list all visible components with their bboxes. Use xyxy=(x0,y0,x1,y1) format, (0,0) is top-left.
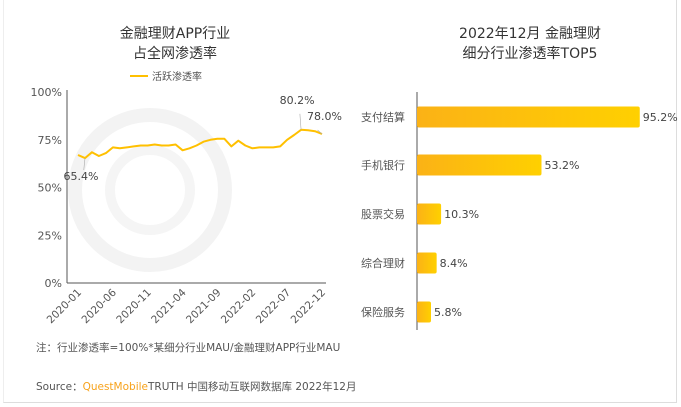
x-tick-label: 2020-01 xyxy=(45,287,85,327)
bar xyxy=(417,154,542,176)
source-rest: TRUTH 中国移动互联网数据库 2022年12月 xyxy=(148,381,357,393)
data-label-leader xyxy=(317,129,323,135)
left-chart-title: 金融理财APP行业 占全网渗透率 xyxy=(85,24,265,64)
x-tick-label: 2021-09 xyxy=(184,287,224,327)
left-title-line2: 占全网渗透率 xyxy=(133,46,217,62)
y-tick-label: 75% xyxy=(38,134,62,147)
source: Source：QuestMobileTRUTH 中国移动互联网数据库 2022年… xyxy=(36,379,356,394)
x-tick-label: 2022-12 xyxy=(289,287,329,327)
series-line-active-penetration xyxy=(77,128,323,160)
legend-swatch xyxy=(130,74,148,77)
bar-value-label: 5.8% xyxy=(434,306,462,319)
legend: 活跃渗透率 xyxy=(130,68,202,83)
x-tick-label: 2021-04 xyxy=(149,286,189,326)
y-tick-label: 50% xyxy=(38,182,62,195)
frame xyxy=(3,0,677,403)
source-prefix: Source： xyxy=(36,381,83,393)
x-tick-label: 2022-07 xyxy=(254,287,294,327)
bar-category-label: 股票交易 xyxy=(361,207,405,221)
bar xyxy=(417,203,442,225)
bar xyxy=(417,301,431,323)
bar-category-label: 保险服务 xyxy=(361,305,405,319)
bar-value-label: 8.4% xyxy=(440,257,468,270)
data-label-leader xyxy=(299,113,302,130)
bar-category-label: 综合理财 xyxy=(361,256,405,270)
bar xyxy=(417,106,640,128)
bar-value-label: 95.2% xyxy=(643,111,678,124)
legend-label: 活跃渗透率 xyxy=(152,72,202,83)
x-tick-label: 2020-11 xyxy=(114,287,154,327)
data-label: 80.2% xyxy=(280,94,315,107)
bar xyxy=(417,252,437,274)
y-tick-label: 0% xyxy=(45,277,62,290)
watermark-logo-inner-icon xyxy=(105,145,195,235)
y-tick-label: 100% xyxy=(31,86,62,99)
data-label: 65.4% xyxy=(63,170,98,183)
bar-value-label: 53.2% xyxy=(544,159,579,172)
y-tick-label: 25% xyxy=(38,229,62,242)
bar-category-label: 支付结算 xyxy=(361,110,405,124)
watermark-logo-icon xyxy=(68,108,232,272)
x-tick-label: 2020-06 xyxy=(79,286,119,326)
data-label: 78.0% xyxy=(307,110,342,123)
data-label-leader xyxy=(83,158,86,171)
right-chart-title: 2022年12月 金融理财细分行业渗透率TOP5 xyxy=(459,26,601,62)
left-title-line1: 金融理财APP行业 xyxy=(119,26,231,42)
source-brand: QuestMobile xyxy=(82,381,148,393)
bar-value-label: 10.3% xyxy=(444,208,479,221)
bar-category-label: 手机银行 xyxy=(361,158,405,172)
footnote: 注：行业渗透率=100%*某细分行业MAU/金融理财APP行业MAU xyxy=(36,342,341,354)
x-tick-label: 2022-02 xyxy=(219,287,259,327)
